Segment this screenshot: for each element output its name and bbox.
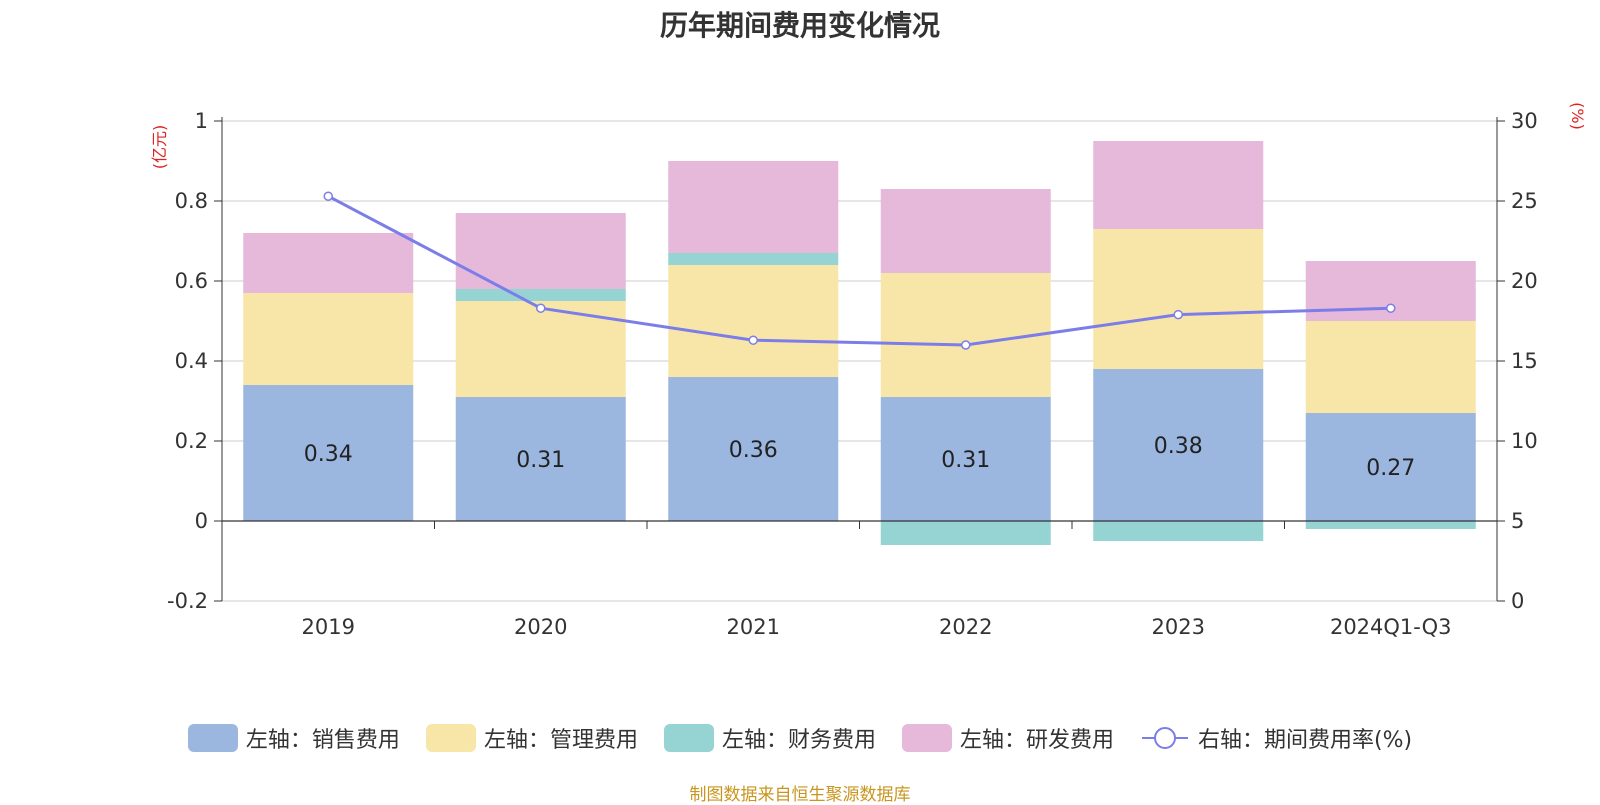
- source-note: 制图数据来自恒生聚源数据库: [689, 785, 911, 805]
- x-tick-label: 2020: [514, 615, 567, 639]
- bar-data-label: 0.31: [516, 448, 565, 473]
- left-tick-label: 0.2: [175, 429, 208, 453]
- legend-label: 左轴：研发费用: [959, 728, 1114, 753]
- legend-item[interactable]: 左轴：销售费用: [187, 722, 400, 754]
- legend-item[interactable]: 左轴：研发费用: [901, 722, 1114, 754]
- legend-line-icon: [1141, 727, 1188, 749]
- right-tick-label: 30: [1511, 109, 1538, 133]
- rate-point: [536, 303, 546, 313]
- left-tick-label: -0.2: [167, 589, 208, 613]
- right-tick-label: 20: [1511, 269, 1538, 293]
- legend-swatch: [901, 724, 952, 752]
- bar-series-3: [1093, 141, 1264, 229]
- bar-series-2: [455, 289, 626, 301]
- bar-series-2: [668, 253, 839, 265]
- bar-series-1: [880, 273, 1051, 397]
- right-axis-unit: (%): [1568, 102, 1587, 130]
- rate-point: [1386, 303, 1396, 313]
- bar-series-3: [668, 161, 839, 253]
- legend-label: 右轴：期间费用率(%): [1197, 728, 1413, 753]
- right-tick-label: 10: [1511, 429, 1538, 453]
- bar-series-3: [880, 189, 1051, 273]
- legend-swatch: [663, 724, 714, 752]
- legend-item[interactable]: 右轴：期间费用率(%): [1140, 722, 1412, 754]
- bar-data-label: 0.38: [1154, 434, 1203, 459]
- bar-series-3: [455, 213, 626, 289]
- bar-series-0: [1305, 413, 1476, 521]
- rate-point: [1173, 309, 1183, 320]
- x-tick-label: 2024Q1-Q3: [1330, 615, 1452, 639]
- bar-series-2: [1093, 521, 1264, 541]
- legend-label: 左轴：财务费用: [721, 728, 876, 753]
- right-tick-label: 0: [1511, 589, 1524, 613]
- x-tick-label: 2023: [1152, 615, 1205, 639]
- legend-label: 左轴：销售费用: [245, 728, 400, 753]
- legend-item[interactable]: 左轴：管理费用: [425, 722, 638, 754]
- left-tick-label: 0.8: [175, 189, 208, 213]
- legend-label: 左轴：管理费用: [483, 728, 638, 753]
- bar-series-1: [1093, 229, 1264, 369]
- bar-data-label: 0.36: [729, 438, 778, 463]
- bar-series-1: [455, 301, 626, 397]
- legend-swatch: [425, 724, 476, 752]
- bar-series-2: [1305, 521, 1476, 529]
- bar-series-1: [668, 265, 839, 377]
- bar-series-2: [880, 521, 1051, 545]
- bar-series-0: [455, 397, 626, 521]
- rate-point: [961, 340, 971, 350]
- x-tick-label: 2019: [302, 615, 355, 639]
- rate-point: [323, 191, 333, 201]
- bar-series-0: [668, 377, 839, 521]
- bar-series-1: [243, 293, 414, 385]
- left-tick-label: 1: [195, 109, 208, 133]
- bar-data-label: 0.34: [304, 442, 353, 467]
- bar-data-label: 0.31: [941, 448, 990, 473]
- rate-line: [327, 194, 1391, 347]
- left-axis-unit: (亿元): [150, 125, 169, 170]
- bar-series-1: [1305, 321, 1476, 413]
- bar-series-0: [880, 397, 1051, 521]
- left-tick-label: 0.6: [175, 269, 208, 293]
- right-tick-label: 15: [1511, 349, 1538, 373]
- x-tick-label: 2021: [727, 615, 780, 639]
- bar-series-3: [243, 233, 414, 293]
- x-tick-label: 2022: [939, 615, 992, 639]
- bar-series-0: [243, 385, 414, 521]
- left-tick-label: 0: [195, 509, 208, 533]
- legend: 左轴：销售费用 左轴：管理费用 左轴：财务费用 左轴：研发费用 右轴：期间费用率(%): [0, 722, 1600, 754]
- right-tick-label: 25: [1511, 189, 1538, 213]
- left-tick-label: 0.4: [175, 349, 208, 373]
- bar-series-0: [1093, 369, 1264, 521]
- rate-point: [748, 335, 758, 345]
- legend-swatch: [187, 724, 238, 752]
- legend-item[interactable]: 左轴：财务费用: [663, 722, 876, 754]
- bar-data-label: 0.27: [1366, 456, 1415, 481]
- chart-title: 历年期间费用变化情况: [659, 9, 940, 42]
- right-tick-label: 5: [1511, 509, 1524, 533]
